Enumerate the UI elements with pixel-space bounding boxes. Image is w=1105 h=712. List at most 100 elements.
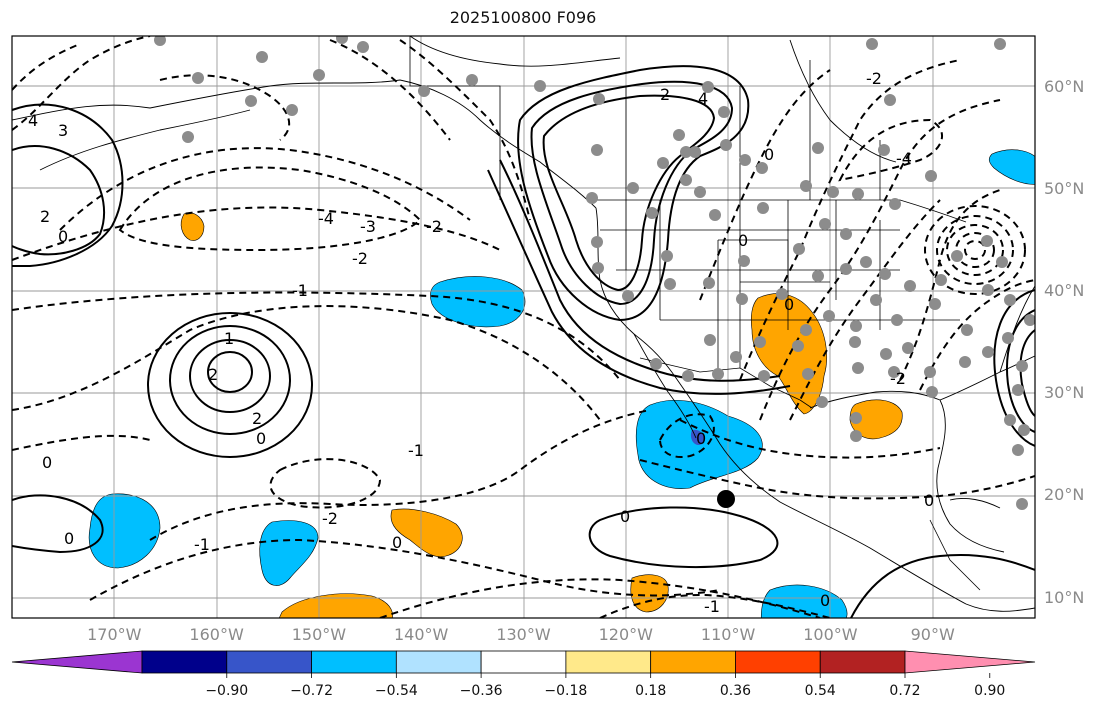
lon-label: 140°W: [394, 625, 449, 644]
low-ring-1: [924, 205, 1026, 295]
neg-contour-17: [838, 118, 943, 182]
lat-label: 10°N: [1044, 587, 1085, 607]
colorbar: [11, 650, 1036, 678]
lat-label: 50°N: [1044, 179, 1085, 199]
ridge-contour-3: [542, 94, 716, 292]
cuba: [949, 497, 1001, 509]
contour-label: 0: [620, 507, 630, 526]
negative-contours: [12, 36, 1035, 618]
canada-province-1: [409, 36, 501, 200]
coastlines: [12, 36, 1035, 612]
contour-label: 2: [252, 409, 262, 428]
contour-label: 3: [58, 121, 68, 140]
central-america-border: [929, 519, 981, 591]
lon-label: 150°W: [291, 625, 347, 644]
low-ring-5: [964, 240, 986, 260]
colorbar-swatch: [311, 650, 397, 674]
lon-label: 160°W: [189, 625, 244, 644]
lon-label: 100°W: [803, 625, 858, 644]
neg-contour-11: [639, 459, 1035, 500]
neg-contour-12: [679, 419, 941, 459]
high-contour-1: [147, 312, 313, 458]
contour-label: 0: [392, 533, 402, 552]
colorbar-tick-label: −0.36: [459, 683, 503, 699]
neg-contour-15: [739, 59, 961, 381]
contour-labels: 4 3 2 0 -4 -3 -2 -2 -1 1 2 2 0 0 -1 -2 -…: [28, 69, 934, 616]
neg-contour-6: [12, 434, 151, 451]
contour-label: 0: [924, 491, 934, 510]
shade-orange-small-2: [630, 574, 669, 613]
zero-contour-west: [12, 494, 104, 554]
colorbar-swatch: [565, 650, 652, 674]
colorbar-tick-label: −0.18: [544, 683, 588, 699]
colorbar-tick-label: 0.18: [635, 683, 667, 699]
low-ring-3: [946, 224, 1004, 276]
contour-label: -2: [352, 249, 368, 268]
neg-contour-14: [789, 199, 941, 421]
lat-label: 40°N: [1044, 281, 1085, 301]
baja-peninsula: [633, 333, 697, 439]
canada-islands: [409, 36, 621, 67]
neg-contour-8: [149, 409, 651, 541]
east-coast: [999, 285, 1035, 373]
low-east-contour-3: [1019, 329, 1035, 417]
contour-label: 0: [256, 429, 266, 448]
contour-label: 0: [42, 453, 52, 472]
ridge-contour-1: [517, 65, 750, 322]
contour-label: -2: [866, 69, 882, 88]
neg-contour-4: [12, 291, 621, 381]
contour-label: 2: [208, 365, 218, 384]
shade-orange-small-1: [180, 212, 205, 241]
neg-contour-18: [399, 39, 531, 221]
shade-blue-northeast: [988, 149, 1035, 185]
station-markers: [154, 36, 1035, 510]
high-contour-3: [189, 339, 271, 413]
colorbar-tick-label: 0.90: [974, 683, 1006, 699]
lon-label: 120°W: [598, 625, 653, 644]
colorbar-tick-label: 0.72: [889, 683, 921, 699]
neg-contour-19: [329, 39, 451, 141]
contour-label: 0: [64, 529, 74, 548]
contour-label: 0: [58, 227, 68, 246]
state-line-11: [718, 239, 789, 282]
neg-contour-7: [269, 458, 382, 509]
lon-label: 130°W: [496, 625, 551, 644]
zero-contour-southeast: [849, 553, 1035, 618]
florida-coast: [939, 355, 1035, 401]
contour-label: -1: [704, 597, 720, 616]
contour-label: 0: [820, 591, 830, 610]
neg-contour-20: [899, 189, 1001, 381]
neg-contour-2: [59, 147, 471, 231]
west-ridge-1: [12, 145, 106, 256]
colorbar-swatch: [650, 650, 736, 674]
shade-orange-gulf: [849, 399, 903, 440]
shade-blue-west-2: [259, 520, 319, 586]
colorbar-swatch: [735, 650, 821, 674]
contour-label: 1: [224, 329, 234, 348]
contour-label: -1: [194, 535, 210, 554]
neg-contour-10: [379, 578, 821, 618]
neg-contour-23: [12, 43, 81, 91]
alaska-coast: [12, 79, 597, 209]
colorbar-extend-right: [904, 650, 1036, 674]
colorbar-swatch: [819, 650, 906, 674]
shade-orange-central: [390, 508, 463, 558]
colorbar-tick-label: 0.54: [804, 683, 836, 699]
contour-label: 0: [738, 231, 748, 250]
lat-label: 30°N: [1044, 383, 1085, 403]
lat-label: 60°N: [1044, 77, 1085, 97]
high-contour-4: [207, 351, 253, 393]
shade-blue-mid-pacific: [430, 276, 526, 328]
contour-label: -3: [360, 217, 376, 236]
contour-label: 4: [28, 111, 38, 130]
lon-label: 170°W: [87, 625, 142, 644]
shade-orange-bottom: [278, 593, 393, 618]
contour-label: -2: [322, 509, 338, 528]
contour-label: 0: [764, 145, 774, 164]
contour-label: -1: [408, 441, 424, 460]
ridge-contour-4: [499, 159, 781, 382]
ridge-contour-2: [530, 80, 734, 306]
low-east-contour-2: [1006, 309, 1035, 433]
lat-label: 20°N: [1044, 485, 1085, 505]
colorbar-tick-label: −0.54: [374, 683, 418, 699]
